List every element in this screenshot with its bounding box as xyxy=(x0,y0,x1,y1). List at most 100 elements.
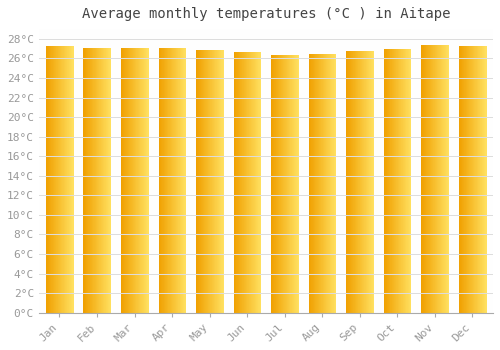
Bar xyxy=(142,48,143,313)
Bar xyxy=(214,50,215,313)
Bar xyxy=(99,48,100,313)
Bar xyxy=(101,48,102,313)
Bar xyxy=(404,49,405,313)
Bar xyxy=(217,50,218,313)
Bar xyxy=(134,48,135,313)
Bar xyxy=(446,45,448,313)
Bar xyxy=(482,46,483,313)
Bar xyxy=(391,49,392,313)
Bar xyxy=(320,55,321,313)
Bar xyxy=(253,51,254,313)
Bar xyxy=(174,48,175,313)
Bar xyxy=(165,48,166,313)
Bar xyxy=(71,46,72,313)
Bar xyxy=(424,45,425,313)
Bar xyxy=(366,50,368,313)
Bar xyxy=(464,46,465,313)
Bar xyxy=(394,49,395,313)
Bar xyxy=(310,55,311,313)
Bar xyxy=(385,49,386,313)
Bar xyxy=(144,48,145,313)
Bar xyxy=(107,48,108,313)
Bar xyxy=(314,55,315,313)
Bar xyxy=(239,51,240,313)
Bar xyxy=(483,46,484,313)
Bar xyxy=(49,46,50,313)
Bar xyxy=(177,48,178,313)
Bar xyxy=(163,48,164,313)
Bar xyxy=(439,45,440,313)
Bar xyxy=(370,50,371,313)
Bar xyxy=(55,46,56,313)
Bar xyxy=(86,48,87,313)
Bar xyxy=(349,50,350,313)
Bar xyxy=(61,46,62,313)
Bar xyxy=(121,48,122,313)
Bar xyxy=(108,48,109,313)
Bar xyxy=(332,55,333,313)
Bar xyxy=(317,55,318,313)
Bar xyxy=(52,46,53,313)
Bar xyxy=(346,50,347,313)
Bar xyxy=(354,50,355,313)
Bar xyxy=(72,46,73,313)
Bar xyxy=(327,55,328,313)
Bar xyxy=(247,51,248,313)
Bar xyxy=(286,55,287,313)
Bar xyxy=(141,48,142,313)
Bar xyxy=(207,50,208,313)
Bar xyxy=(98,48,99,313)
Bar xyxy=(279,55,280,313)
Bar xyxy=(196,50,197,313)
Bar xyxy=(240,51,241,313)
Bar xyxy=(57,46,58,313)
Bar xyxy=(365,50,366,313)
Bar xyxy=(329,55,330,313)
Bar xyxy=(334,55,335,313)
Bar xyxy=(175,48,176,313)
Bar xyxy=(51,46,52,313)
Bar xyxy=(73,46,74,313)
Bar xyxy=(216,50,217,313)
Bar xyxy=(166,48,167,313)
Bar xyxy=(237,51,238,313)
Bar xyxy=(248,51,249,313)
Bar xyxy=(96,48,98,313)
Bar xyxy=(272,55,273,313)
Bar xyxy=(88,48,89,313)
Bar xyxy=(84,48,85,313)
Bar xyxy=(463,46,464,313)
Bar xyxy=(436,45,437,313)
Bar xyxy=(198,50,199,313)
Bar xyxy=(144,48,146,313)
Bar xyxy=(284,55,285,313)
Bar xyxy=(321,55,322,313)
Bar xyxy=(445,45,446,313)
Bar xyxy=(137,48,138,313)
Bar xyxy=(158,48,159,313)
Bar xyxy=(95,48,96,313)
Bar xyxy=(278,55,279,313)
Bar xyxy=(234,51,235,313)
Bar xyxy=(139,48,140,313)
Bar xyxy=(63,46,64,313)
Bar xyxy=(252,51,253,313)
Bar xyxy=(273,55,274,313)
Bar xyxy=(254,51,255,313)
Bar xyxy=(290,55,291,313)
Bar xyxy=(360,50,361,313)
Bar xyxy=(326,55,327,313)
Bar xyxy=(429,45,430,313)
Bar xyxy=(358,50,359,313)
Bar xyxy=(428,45,429,313)
Bar xyxy=(212,50,213,313)
Bar xyxy=(138,48,140,313)
Bar xyxy=(249,51,250,313)
Bar xyxy=(468,46,469,313)
Bar xyxy=(324,55,325,313)
Bar xyxy=(318,55,319,313)
Bar xyxy=(316,55,317,313)
Bar xyxy=(348,50,349,313)
Bar xyxy=(448,45,449,313)
Bar xyxy=(242,51,243,313)
